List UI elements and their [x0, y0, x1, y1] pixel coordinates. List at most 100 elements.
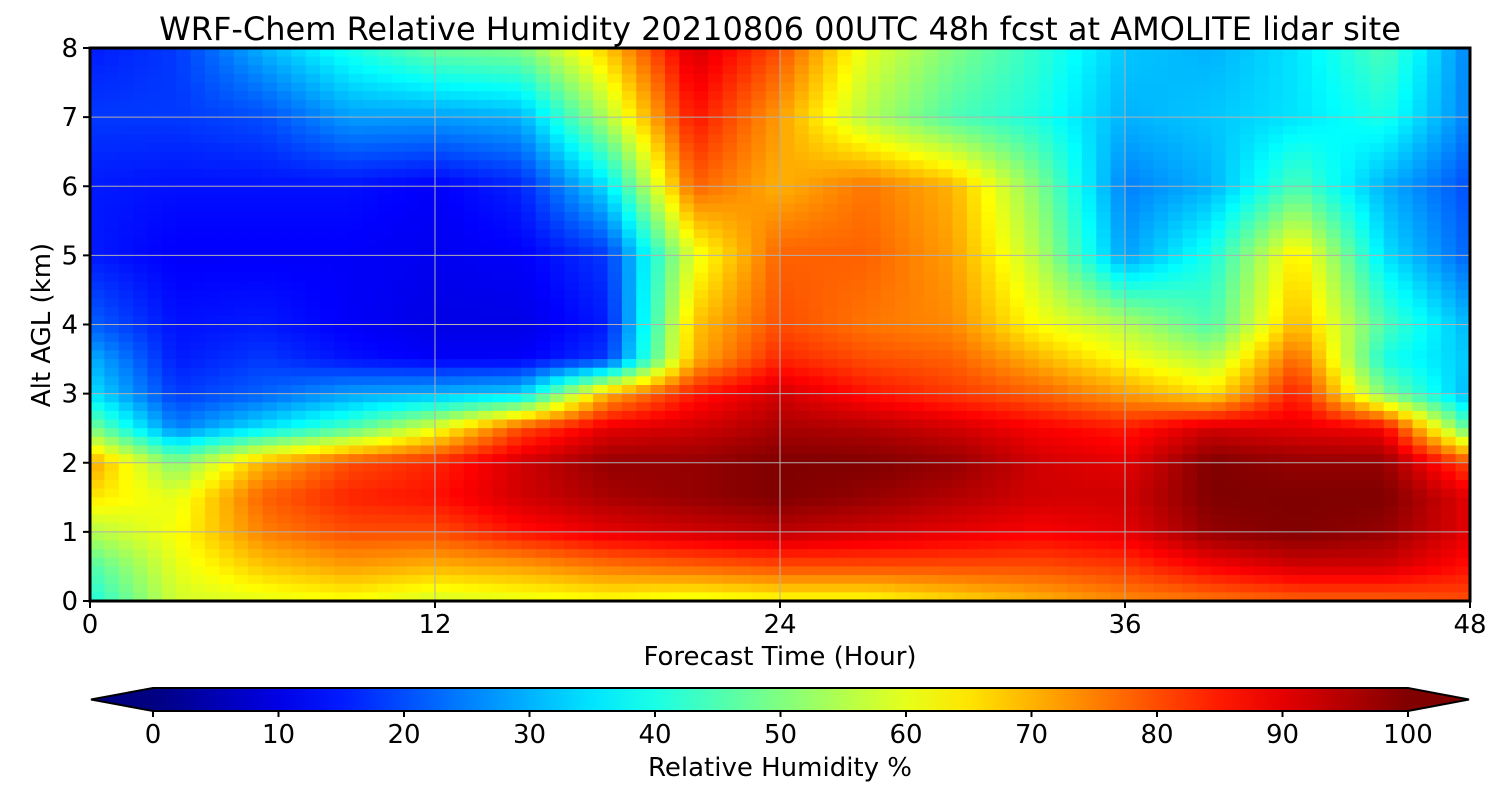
heatmap-cell: [823, 445, 839, 455]
heatmap-cell: [1426, 462, 1442, 472]
heatmap-cell: [1110, 462, 1126, 472]
heatmap-cell: [233, 376, 249, 386]
heatmap-cell: [1110, 298, 1126, 308]
heatmap-cell: [248, 186, 264, 196]
heatmap-cell: [1196, 384, 1212, 395]
heatmap-cell: [1168, 376, 1184, 386]
heatmap-cell: [1340, 117, 1356, 127]
heatmap-cell: [1081, 419, 1097, 429]
heatmap-cell: [1038, 488, 1054, 498]
heatmap-cell: [952, 367, 968, 377]
heatmap-cell: [1398, 341, 1414, 352]
heatmap-cell: [90, 56, 105, 66]
heatmap-cell: [823, 324, 839, 334]
heatmap-cell: [1053, 238, 1069, 248]
heatmap-cell: [1053, 281, 1069, 291]
heatmap-cell: [650, 73, 666, 84]
heatmap-cell: [391, 264, 407, 274]
heatmap-cell: [1383, 350, 1399, 360]
heatmap-cell: [938, 82, 954, 92]
heatmap-cell: [1024, 359, 1040, 369]
heatmap-cell: [478, 134, 494, 144]
heatmap-cell: [320, 238, 335, 248]
heatmap-cell: [535, 125, 551, 136]
heatmap-cell: [219, 48, 235, 58]
heatmap-cell: [1053, 298, 1069, 308]
heatmap-cell: [751, 177, 767, 187]
heatmap-cell: [406, 307, 422, 317]
heatmap-cell: [751, 82, 767, 92]
heatmap-cell: [722, 212, 738, 222]
heatmap-cell: [736, 341, 752, 352]
heatmap-cell: [334, 194, 350, 205]
heatmap-cell: [1081, 462, 1097, 472]
heatmap-cell: [1038, 289, 1054, 300]
heatmap-cell: [406, 480, 422, 490]
heatmap-cell: [1383, 82, 1399, 92]
heatmap-cell: [621, 255, 637, 265]
heatmap-cell: [1139, 315, 1155, 326]
heatmap-cell: [1455, 402, 1471, 412]
heatmap-cell: [765, 341, 781, 352]
heatmap-cell: [923, 220, 939, 231]
heatmap-cell: [1297, 298, 1313, 308]
heatmap-cell: [1369, 350, 1385, 360]
heatmap-cell: [104, 168, 120, 179]
heatmap-cell: [1225, 151, 1241, 161]
heatmap-cell: [578, 298, 594, 308]
heatmap-cell: [808, 384, 824, 395]
heatmap-cell: [923, 264, 939, 274]
heatmap-cell: [133, 367, 149, 377]
heatmap-cell: [708, 315, 724, 326]
heatmap-cell: [334, 99, 350, 110]
heatmap-cell: [1125, 229, 1140, 239]
heatmap-cell: [1412, 298, 1428, 308]
heatmap-cell: [118, 341, 134, 352]
heatmap-cell: [751, 238, 767, 248]
heatmap-cell: [1297, 65, 1313, 75]
heatmap-cell: [1441, 194, 1457, 205]
heatmap-cell: [1139, 264, 1155, 274]
heatmap-cell: [1196, 82, 1212, 92]
heatmap-cell: [521, 48, 537, 58]
heatmap-cell: [708, 108, 724, 118]
heatmap-cell: [363, 315, 379, 326]
heatmap-cell: [118, 194, 134, 205]
heatmap-cell: [880, 177, 896, 187]
heatmap-cell: [837, 212, 853, 222]
heatmap-cell: [406, 350, 422, 360]
heatmap-cell: [650, 384, 666, 395]
heatmap-cell: [1096, 402, 1112, 412]
heatmap-cell: [133, 488, 149, 498]
heatmap-cell: [334, 324, 350, 334]
heatmap-cell: [176, 436, 192, 447]
heatmap-cell: [506, 220, 522, 231]
heatmap-cell: [1283, 220, 1299, 231]
heatmap-cell: [320, 56, 335, 66]
heatmap-cell: [535, 350, 551, 360]
heatmap-cell: [1268, 82, 1284, 92]
heatmap-cell: [1110, 91, 1126, 101]
heatmap-cell: [1225, 255, 1241, 265]
heatmap-cell: [722, 143, 738, 153]
heatmap-cell: [1211, 445, 1227, 455]
heatmap-cell: [1024, 82, 1040, 92]
heatmap-cell: [1254, 220, 1270, 231]
heatmap-cell: [650, 471, 666, 481]
heatmap-cell: [205, 454, 220, 464]
heatmap-cell: [1441, 143, 1457, 153]
heatmap-cell: [205, 350, 220, 360]
heatmap-cell: [492, 445, 508, 455]
heatmap-cell: [607, 73, 623, 84]
heatmap-cell: [966, 488, 982, 498]
heatmap-cell: [1211, 281, 1227, 291]
heatmap-cell: [938, 341, 954, 352]
heatmap-cell: [90, 220, 105, 231]
heatmap-cell: [1096, 384, 1112, 395]
heatmap-cell: [276, 186, 292, 196]
heatmap-cell: [1038, 238, 1054, 248]
heatmap-cell: [233, 177, 249, 187]
heatmap-cell: [1311, 108, 1327, 118]
heatmap-cell: [1412, 281, 1428, 291]
heatmap-cell: [693, 445, 709, 455]
